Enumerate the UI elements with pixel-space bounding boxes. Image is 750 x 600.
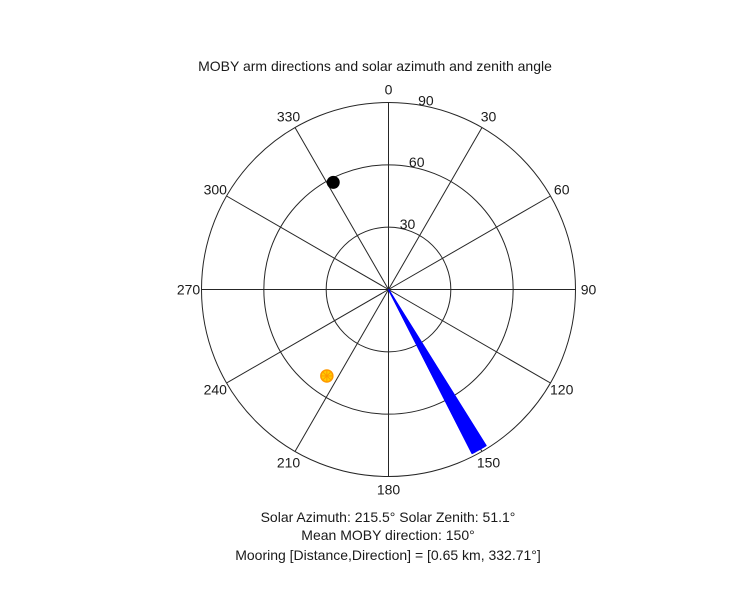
spoke-240 [226,289,389,384]
sun-ray [326,375,332,381]
mooring-annotation: Mooring [Distance,Direction] = [0.65 km,… [235,547,541,563]
angle-tick-label: 210 [277,455,301,471]
radius-tick-label: 90 [418,93,434,109]
moby-arm-line [387,289,473,454]
solar-annotation: Solar Azimuth: 215.5° Solar Zenith: 51.1… [260,509,516,525]
spoke-120 [388,289,551,384]
spoke-60 [388,195,551,290]
spoke-330 [294,127,389,290]
angle-tick-label: 270 [177,282,201,298]
angle-tick-label: 240 [204,382,228,398]
angle-tick-label: 300 [204,182,228,198]
angle-tick-label: 60 [554,182,570,198]
angle-tick-label: 90 [581,282,597,298]
angle-tick-label: 150 [477,455,501,471]
moby-direction-annotation: Mean MOBY direction: 150° [301,527,475,543]
spoke-300 [226,195,389,290]
sun-ray [322,375,328,381]
radius-tick-label: 60 [409,154,425,170]
radius-tick-label: 30 [400,216,416,232]
angle-tick-label: 30 [481,108,497,124]
sun-ray [322,371,328,377]
angle-tick-label: 120 [550,382,574,398]
angle-tick-label: 0 [385,82,393,98]
angle-tick-label: 330 [277,108,301,124]
spoke-210 [294,289,389,452]
chart-title: MOBY arm directions and solar azimuth an… [198,58,552,74]
mooring-dot [326,175,340,189]
spoke-30 [388,127,483,290]
sun-ray [326,371,332,377]
angle-tick-label: 180 [377,482,401,498]
